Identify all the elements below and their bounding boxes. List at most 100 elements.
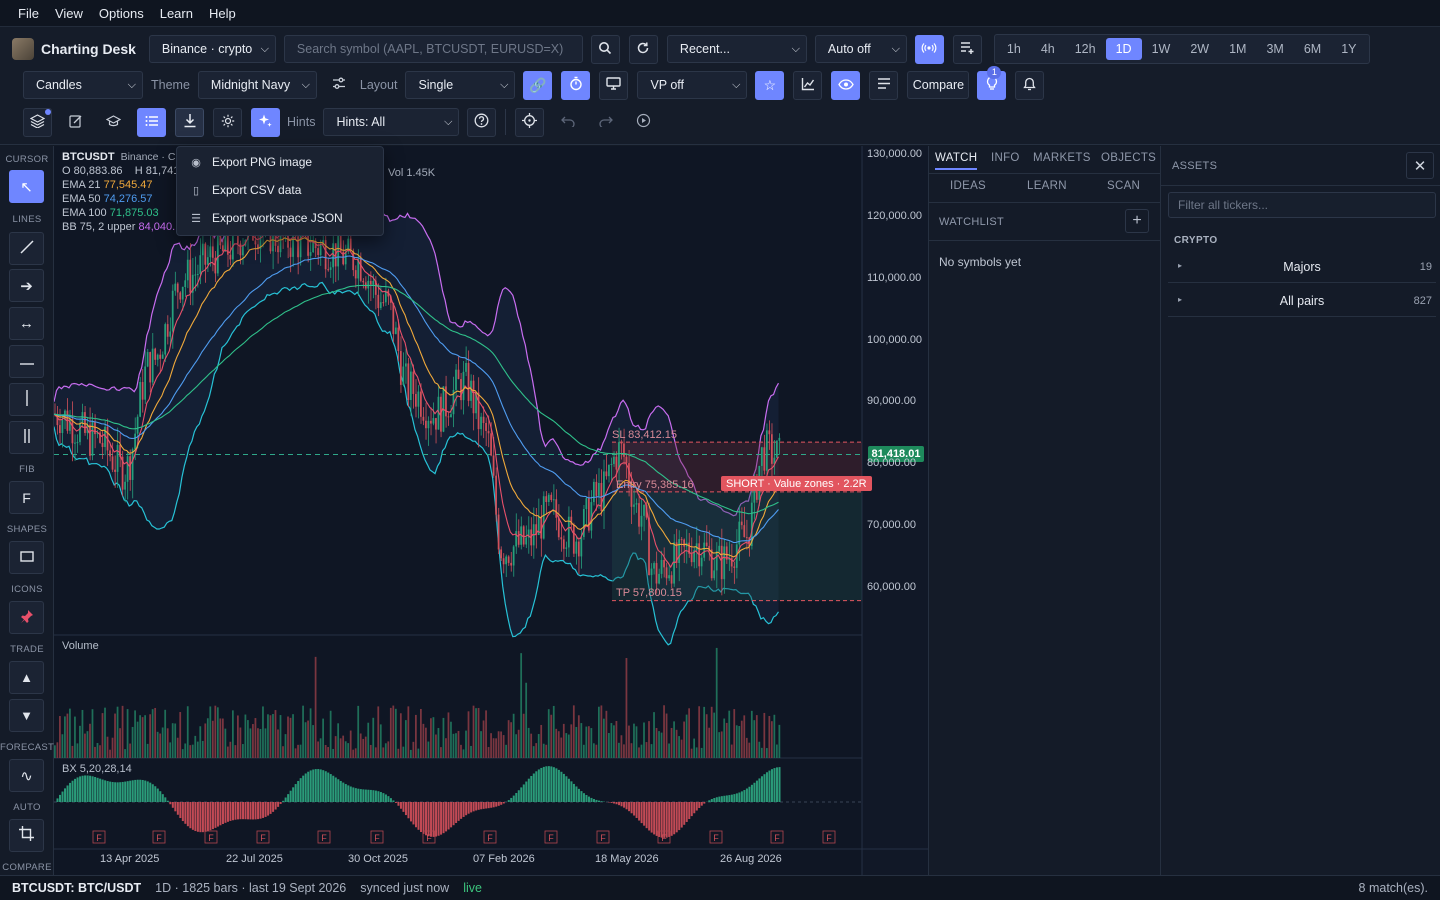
app-title: Charting Desk [41, 41, 136, 57]
theme-select[interactable]: Midnight Navy ⌵ [197, 71, 317, 99]
learn-button[interactable] [99, 108, 128, 137]
volume-bar [144, 715, 147, 758]
theme-settings-button[interactable] [325, 71, 354, 100]
volume-bar [683, 721, 685, 758]
legend-exchange: Binance · C [120, 151, 176, 163]
undo-button[interactable] [553, 108, 582, 137]
timeframe-2w[interactable]: 2W [1190, 42, 1210, 56]
hints-toggle-button[interactable] [251, 107, 280, 137]
oscillator-bar [668, 802, 671, 837]
add-to-list-button[interactable] [952, 34, 982, 64]
pin-tool[interactable] [9, 601, 44, 634]
rectangle-tool[interactable] [9, 541, 44, 574]
tab-ideas[interactable]: IDEAS [950, 180, 987, 192]
asset-group-row[interactable]: ▸ Majors 19 [1168, 251, 1436, 283]
oscillator-bar [530, 775, 533, 802]
timeframe-4h[interactable]: 4h [1040, 42, 1055, 56]
tab-markets[interactable]: MARKETS [1033, 152, 1091, 164]
add-watchlist-button[interactable]: + [1125, 209, 1149, 233]
candle-body [211, 246, 214, 258]
tab-learn[interactable]: LEARN [1027, 180, 1067, 192]
display-button[interactable] [599, 70, 629, 100]
export-json-item[interactable]: ☰ Export workspace JSON [189, 207, 343, 229]
ideas-alert-button[interactable]: 1 [977, 65, 1007, 100]
symbol-search-input[interactable]: Search symbol (AAPL, BTCUSDT, EURUSD=X) [283, 35, 583, 63]
extended-line-tool[interactable]: ↔ [9, 307, 44, 340]
recent-select[interactable]: Recent... ⌵ [666, 35, 807, 63]
crosshair-button[interactable] [515, 107, 545, 137]
ticker-filter-input[interactable]: Filter all tickers... [1168, 192, 1436, 218]
timeframe-1m[interactable]: 1M [1229, 42, 1247, 56]
export-png-item[interactable]: ◉ Export PNG image [189, 151, 312, 173]
redo-button[interactable] [591, 108, 620, 137]
link-button[interactable]: 🔗 [523, 70, 553, 100]
timeframe-1y[interactable]: 1Y [1341, 42, 1357, 56]
hints-select[interactable]: Hints: All ⌵ [323, 108, 460, 136]
date-axis[interactable]: 13 Apr 2025 22 Jul 2025 30 Oct 2025 07 F… [54, 853, 862, 871]
help-button[interactable] [467, 107, 497, 137]
asset-group-row[interactable]: ▸ All pairs 827 [1168, 285, 1436, 317]
candle-body [620, 442, 623, 444]
oscillator-bar [136, 779, 139, 802]
parallel-channel-tool[interactable] [9, 421, 44, 454]
horizontal-line-tool[interactable] [9, 345, 44, 378]
refresh-button[interactable] [628, 34, 658, 64]
cursor-tool[interactable]: ↖ [9, 170, 44, 203]
search-button[interactable] [590, 34, 620, 64]
chart-area[interactable]: F F F F F F F F F F F F F F BTCUSDT Binance · C O 80,8… [54, 146, 928, 875]
menu-learn[interactable]: Learn [159, 5, 193, 21]
ray-tool[interactable]: ➔ [9, 269, 44, 302]
close-assets-button[interactable]: ✕ [1406, 152, 1434, 179]
layout-select[interactable]: Single ⌵ [405, 71, 516, 99]
replay-button[interactable] [629, 108, 658, 137]
bars-button[interactable] [869, 70, 899, 100]
export-button[interactable] [175, 107, 204, 137]
tab-info[interactable]: INFO [991, 152, 1020, 164]
theme-select-value: Midnight Navy [210, 78, 291, 92]
alerts-button[interactable] [1015, 70, 1045, 100]
exchange-select[interactable]: Binance · crypto ⌵ [148, 35, 276, 63]
short-trade-badge[interactable]: SHORT · Value zones · 2.2R [721, 476, 872, 491]
visibility-button[interactable] [831, 70, 861, 100]
tab-objects[interactable]: OBJECTS [1101, 152, 1157, 164]
timer-button[interactable] [561, 70, 591, 100]
long-position-tool[interactable]: ▲ [9, 661, 44, 694]
list-view-button[interactable] [137, 107, 166, 137]
short-position-tool[interactable]: ▼ [9, 699, 44, 732]
candle-body [379, 302, 382, 309]
timeframe-6m[interactable]: 6M [1303, 42, 1322, 56]
price-axis-labels[interactable]: 130,000.00 120,000.00 110,000.00 100,000… [867, 146, 927, 635]
menu-view[interactable]: View [54, 5, 83, 21]
menu-file[interactable]: File [18, 5, 39, 21]
auto-crop-tool[interactable] [9, 819, 44, 852]
auto-select[interactable]: Auto off ⌵ [814, 35, 907, 63]
layers-button[interactable] [23, 107, 52, 137]
timeframe-1d[interactable]: 1D [1105, 38, 1142, 60]
menu-help[interactable]: Help [208, 5, 236, 21]
fibonacci-tool[interactable]: F [9, 481, 44, 514]
volume-bar [625, 658, 628, 758]
trendline-tool[interactable] [9, 232, 44, 265]
indicators-button[interactable] [793, 70, 823, 100]
oscillator-bar [725, 795, 728, 802]
menu-options[interactable]: Options [98, 5, 144, 21]
edit-button[interactable] [61, 108, 90, 137]
broadcast-button[interactable] [914, 34, 944, 64]
timeframe-3m[interactable]: 3M [1266, 42, 1284, 56]
tab-watch[interactable]: WATCH [935, 152, 978, 164]
brightness-button[interactable] [213, 107, 242, 137]
timeframe-12h[interactable]: 12h [1074, 42, 1096, 56]
timeframe-1h[interactable]: 1h [1006, 42, 1021, 56]
favorite-button[interactable]: ☆ [755, 70, 785, 100]
vertical-line-tool[interactable] [9, 383, 44, 416]
volume-profile-select[interactable]: VP off ⌵ [637, 71, 748, 99]
compare-button[interactable]: Compare [907, 71, 970, 99]
candle-body [457, 369, 460, 380]
volume-bar [294, 748, 297, 758]
tab-scan[interactable]: SCAN [1107, 180, 1141, 192]
timeframe-1w[interactable]: 1W [1151, 42, 1171, 56]
chart-type-select[interactable]: Candles ⌵ [23, 71, 143, 99]
forecast-tool[interactable]: ∿ [9, 759, 44, 792]
export-csv-item[interactable]: ▯ Export CSV data [189, 179, 301, 201]
